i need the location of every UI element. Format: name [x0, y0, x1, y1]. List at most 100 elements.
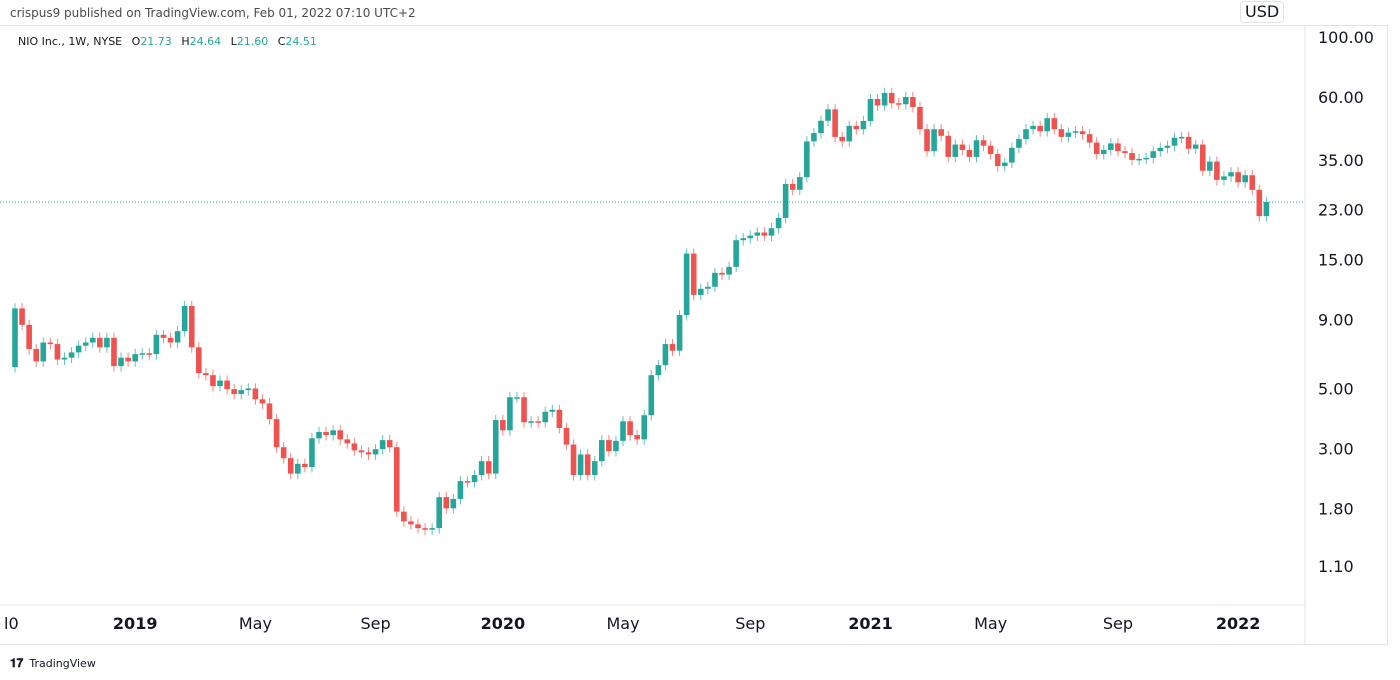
open-label: O: [131, 35, 141, 48]
candle-body: [690, 253, 697, 295]
candle-body: [238, 390, 245, 395]
candle-body: [450, 498, 457, 509]
candle-body: [316, 432, 322, 439]
candle-body: [302, 463, 308, 468]
candle-body: [1228, 172, 1234, 177]
y-tick-label: 1.80: [1318, 499, 1354, 518]
tradingview-logo[interactable]: 𝟏𝟕 TradingView: [10, 656, 96, 671]
candle-body: [323, 432, 329, 436]
x-tick-label: 2020: [481, 614, 526, 633]
candle-body: [146, 353, 153, 355]
candle-body: [386, 440, 393, 448]
x-tick-label: l0: [4, 614, 19, 633]
candle-body: [1221, 176, 1227, 180]
candle-body: [1171, 137, 1178, 146]
candle-body: [337, 430, 344, 440]
candle-body: [910, 97, 916, 107]
candle-body: [245, 388, 252, 391]
candle-body: [280, 447, 287, 459]
candle-body: [422, 528, 428, 530]
candle-body: [584, 454, 591, 476]
candle-body: [217, 380, 223, 387]
candle-body: [945, 135, 952, 157]
candle-body: [1051, 118, 1058, 130]
candle-body: [33, 349, 40, 362]
candle-body: [514, 397, 520, 399]
candle-body: [167, 337, 174, 343]
candle-body: [895, 103, 902, 105]
candle-body: [97, 337, 103, 348]
candle-body: [1030, 125, 1036, 130]
candle-body: [153, 334, 160, 355]
candle-body: [61, 357, 68, 360]
candle-body: [1100, 149, 1107, 155]
candle-body: [492, 420, 499, 474]
candle-body: [768, 228, 775, 236]
candle-body: [903, 97, 909, 105]
candle-body: [613, 440, 619, 452]
candle-body: [1136, 158, 1142, 161]
candle-body: [12, 308, 18, 368]
x-tick-label: Sep: [735, 614, 765, 633]
candle-body: [719, 272, 725, 275]
candle-body: [287, 458, 294, 474]
candle-body: [273, 419, 280, 448]
candle-body: [648, 375, 655, 416]
candle-body: [429, 528, 435, 530]
candle-body: [210, 375, 216, 387]
candle-body: [1199, 144, 1206, 171]
candle-body: [111, 337, 117, 367]
brand-name: TradingView: [29, 657, 96, 670]
candle-body: [655, 365, 662, 376]
candle-body: [1009, 147, 1015, 163]
candle-body: [726, 266, 732, 275]
candle-body: [54, 344, 61, 360]
candle-body: [811, 133, 817, 142]
candle-body: [966, 149, 973, 157]
candle-body: [330, 430, 336, 436]
candle-body: [881, 92, 888, 106]
candle-body: [931, 129, 937, 152]
x-tick-label: 2019: [113, 614, 158, 633]
candle-body: [1249, 175, 1256, 190]
ohlc-legend: NIO Inc., 1W, NYSE O21.73 H24.64 L21.60 …: [18, 35, 317, 48]
candle-body: [1065, 132, 1072, 137]
candle-body: [464, 481, 471, 483]
candle-body: [181, 306, 188, 332]
candle-body: [1079, 131, 1086, 135]
candle-body: [959, 144, 966, 150]
candle-body: [676, 315, 683, 351]
y-tick-label: 9.00: [1318, 311, 1354, 330]
y-tick-label: 3.00: [1318, 439, 1354, 458]
candle-body: [563, 427, 570, 445]
candle-body: [443, 497, 450, 509]
candle-body: [867, 98, 874, 121]
candle-body: [789, 183, 796, 190]
candle-body: [295, 463, 301, 474]
candle-body: [853, 125, 860, 130]
symbol-label[interactable]: NIO Inc., 1W, NYSE: [18, 35, 123, 48]
candle-body: [507, 397, 513, 431]
candle-body: [1072, 131, 1079, 133]
candle-body: [160, 334, 167, 338]
candle-body: [577, 454, 584, 476]
candle-body: [231, 389, 237, 395]
candle-body: [697, 288, 704, 295]
y-tick-label: 5.00: [1318, 379, 1354, 398]
candle-body: [415, 524, 421, 529]
chart-frame: [0, 25, 1388, 645]
candle-body: [782, 183, 789, 218]
candle-body: [987, 145, 994, 155]
candle-body: [252, 388, 259, 400]
candle-body: [436, 497, 442, 529]
candle-body: [68, 352, 75, 358]
x-tick-label: Sep: [360, 614, 390, 633]
candle-body: [351, 443, 358, 451]
candle-body: [1086, 134, 1093, 143]
candle-body: [372, 449, 379, 455]
x-tick-label: 2021: [848, 614, 893, 633]
candle-body: [839, 136, 845, 142]
currency-button[interactable]: USD: [1240, 1, 1285, 23]
candle-body: [761, 232, 768, 236]
